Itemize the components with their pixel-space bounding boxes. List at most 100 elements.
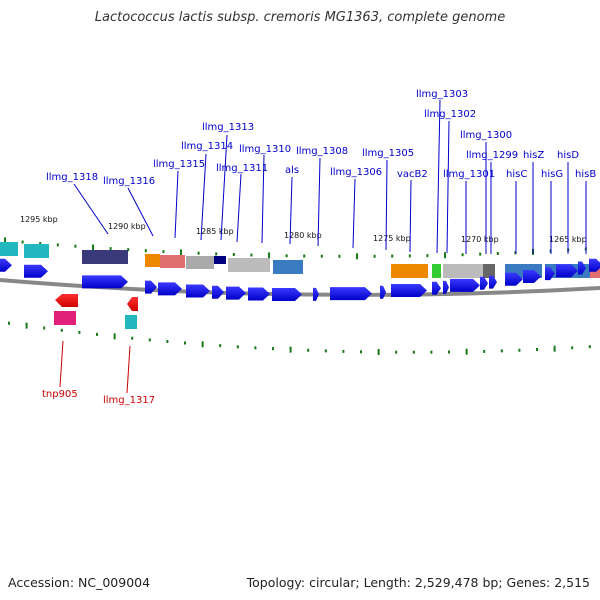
gene-label[interactable]: llmg_1314 [181,141,233,152]
gene-arrow-forward[interactable] [248,287,270,301]
gene-arrow-forward[interactable] [489,275,497,289]
ruler-tick [219,344,222,348]
gene-label[interactable]: hisD [557,150,579,161]
gene-arrow-tnp905[interactable] [55,294,78,307]
gene-label[interactable]: hisC [506,169,527,180]
ruler-tick [342,349,345,353]
ruler-tick [536,348,538,351]
scale-label-1290: 1290 kbp [108,222,146,231]
gene-arrow-forward[interactable] [556,264,578,278]
ruler-tick [268,252,270,259]
gene-label[interactable]: llmg_1311 [216,163,268,174]
gene-arrow-forward[interactable] [578,261,586,275]
ruler-tick [430,350,433,354]
ruler-tick [500,349,503,353]
ruler-tick [426,254,429,258]
ruler-tick [395,350,398,354]
gene-arrow-forward[interactable] [443,280,449,294]
gene-arrow-forward[interactable] [391,284,427,298]
forward-strand-genes [0,258,600,301]
gene-label[interactable]: llmg_1318 [46,172,98,183]
ruler-tick [285,254,288,258]
gene-arrow-forward[interactable] [158,282,182,296]
gene-arrow-forward[interactable] [589,258,600,272]
gene-arrow-forward[interactable] [545,267,555,281]
gene-arrow-forward[interactable] [226,286,246,300]
ruler-tick [254,346,257,350]
ruler-tick [553,345,556,352]
gene-label[interactable]: hisB [575,169,596,180]
gene-label[interactable]: llmg_1299 [466,150,518,161]
ruler-tick [377,349,380,355]
ruler-tick [8,321,10,325]
gene-label[interactable]: llmg_1300 [460,130,512,141]
ruler-tick [184,341,186,345]
ruler-tick [109,247,112,251]
ruler-tick [412,350,415,354]
gene-label[interactable]: als [285,165,299,176]
ruler-tick [60,328,63,332]
tick-row-inner [8,321,591,355]
gene-label[interactable]: llmg_1316 [103,176,155,187]
cog-box-reverse [125,315,137,329]
gene-label[interactable]: llmg_1308 [296,146,348,157]
gene-arrow-forward[interactable] [380,285,386,299]
gene-arrow-forward[interactable] [313,287,319,301]
gene-label[interactable]: llmg_1315 [153,159,205,170]
annotation-boxes-forward [0,242,600,278]
gene-label[interactable]: llmg_1301 [443,169,495,180]
ruler-tick [496,252,499,255]
ruler-tick [356,253,358,260]
gene-label[interactable]: llmg_1305 [362,148,414,159]
ruler-tick [127,248,130,252]
gene-arrow-forward[interactable] [480,276,488,290]
ruler-tick [232,253,235,256]
ruler-tick [324,349,327,353]
gene-arrow-forward[interactable] [0,258,12,272]
gene-label[interactable]: llmg_1310 [239,144,291,155]
cog-box [483,264,495,278]
cog-box [145,254,160,267]
gene-label[interactable]: llmg_1313 [202,122,254,133]
gene-arrow-forward[interactable] [523,270,541,284]
ruler-tick [148,338,151,342]
gene-arrow-forward[interactable] [145,280,157,294]
ruler-tick [338,254,341,258]
ruler-tick [514,251,517,255]
gene-label[interactable]: tnp905 [42,389,78,400]
ruler-tick [391,254,394,258]
ruler-tick [4,237,6,244]
ruler-tick [588,345,591,349]
scale-label-1270: 1270 kbp [461,235,499,244]
gene-label[interactable]: llmg_1303 [416,89,468,100]
gene-arrow-forward[interactable] [212,285,224,299]
ruler-tick [320,254,323,258]
genome-summary-text: Topology: circular; Length: 2,529,478 bp… [246,575,590,590]
gene-label[interactable]: llmg_1302 [424,109,476,120]
ruler-tick [483,349,486,353]
gene-label[interactable]: hisZ [523,150,544,161]
ruler-tick [250,253,253,257]
gene-arrow-forward[interactable] [186,284,210,298]
ruler-tick [479,252,482,256]
gene-label[interactable]: llmg_1317 [103,395,155,406]
gene-label[interactable]: llmg_1306 [330,167,382,178]
ruler-tick [215,252,218,256]
cog-box-reverse [54,311,76,325]
ruler-tick [201,341,204,348]
ruler-tick [373,254,376,258]
gene-arrow-forward[interactable] [432,281,441,295]
gene-arrow-llmg_1317[interactable] [127,297,138,311]
gene-label[interactable]: vacB2 [397,169,428,180]
cog-box [160,255,185,268]
gene-arrow-forward[interactable] [24,264,48,278]
scale-label-1295: 1295 kbp [20,215,58,224]
ruler-tick [444,252,446,259]
gene-arrow-forward[interactable] [450,278,480,292]
gene-arrow-forward[interactable] [505,272,523,286]
gene-arrow-forward[interactable] [272,287,302,301]
gene-arrow-forward[interactable] [82,275,128,289]
gene-label[interactable]: hisG [541,169,563,180]
ruler-tick [74,244,77,248]
gene-arrow-forward[interactable] [330,287,372,301]
